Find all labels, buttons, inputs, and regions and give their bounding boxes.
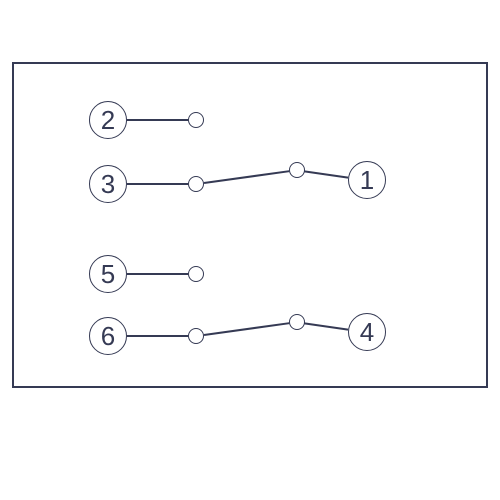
- contact-node: [289, 314, 305, 330]
- pin-label: 3: [101, 171, 115, 197]
- wire: [127, 335, 188, 337]
- pin-label: 6: [101, 323, 115, 349]
- pin-3: 3: [89, 165, 127, 203]
- wire: [127, 119, 188, 121]
- pin-1: 1: [348, 161, 386, 199]
- pin-2: 2: [89, 101, 127, 139]
- pin-label: 1: [360, 167, 374, 193]
- contact-node: [188, 328, 204, 344]
- contact-node: [188, 176, 204, 192]
- pin-label: 4: [360, 319, 374, 345]
- wire: [127, 273, 188, 275]
- contact-node: [188, 112, 204, 128]
- pin-5: 5: [89, 255, 127, 293]
- diagram-frame: [12, 62, 488, 388]
- contact-node: [289, 162, 305, 178]
- pin-label: 2: [101, 107, 115, 133]
- pin-4: 4: [348, 313, 386, 351]
- pin-label: 5: [101, 261, 115, 287]
- wire: [127, 183, 188, 185]
- pin-6: 6: [89, 317, 127, 355]
- contact-node: [188, 266, 204, 282]
